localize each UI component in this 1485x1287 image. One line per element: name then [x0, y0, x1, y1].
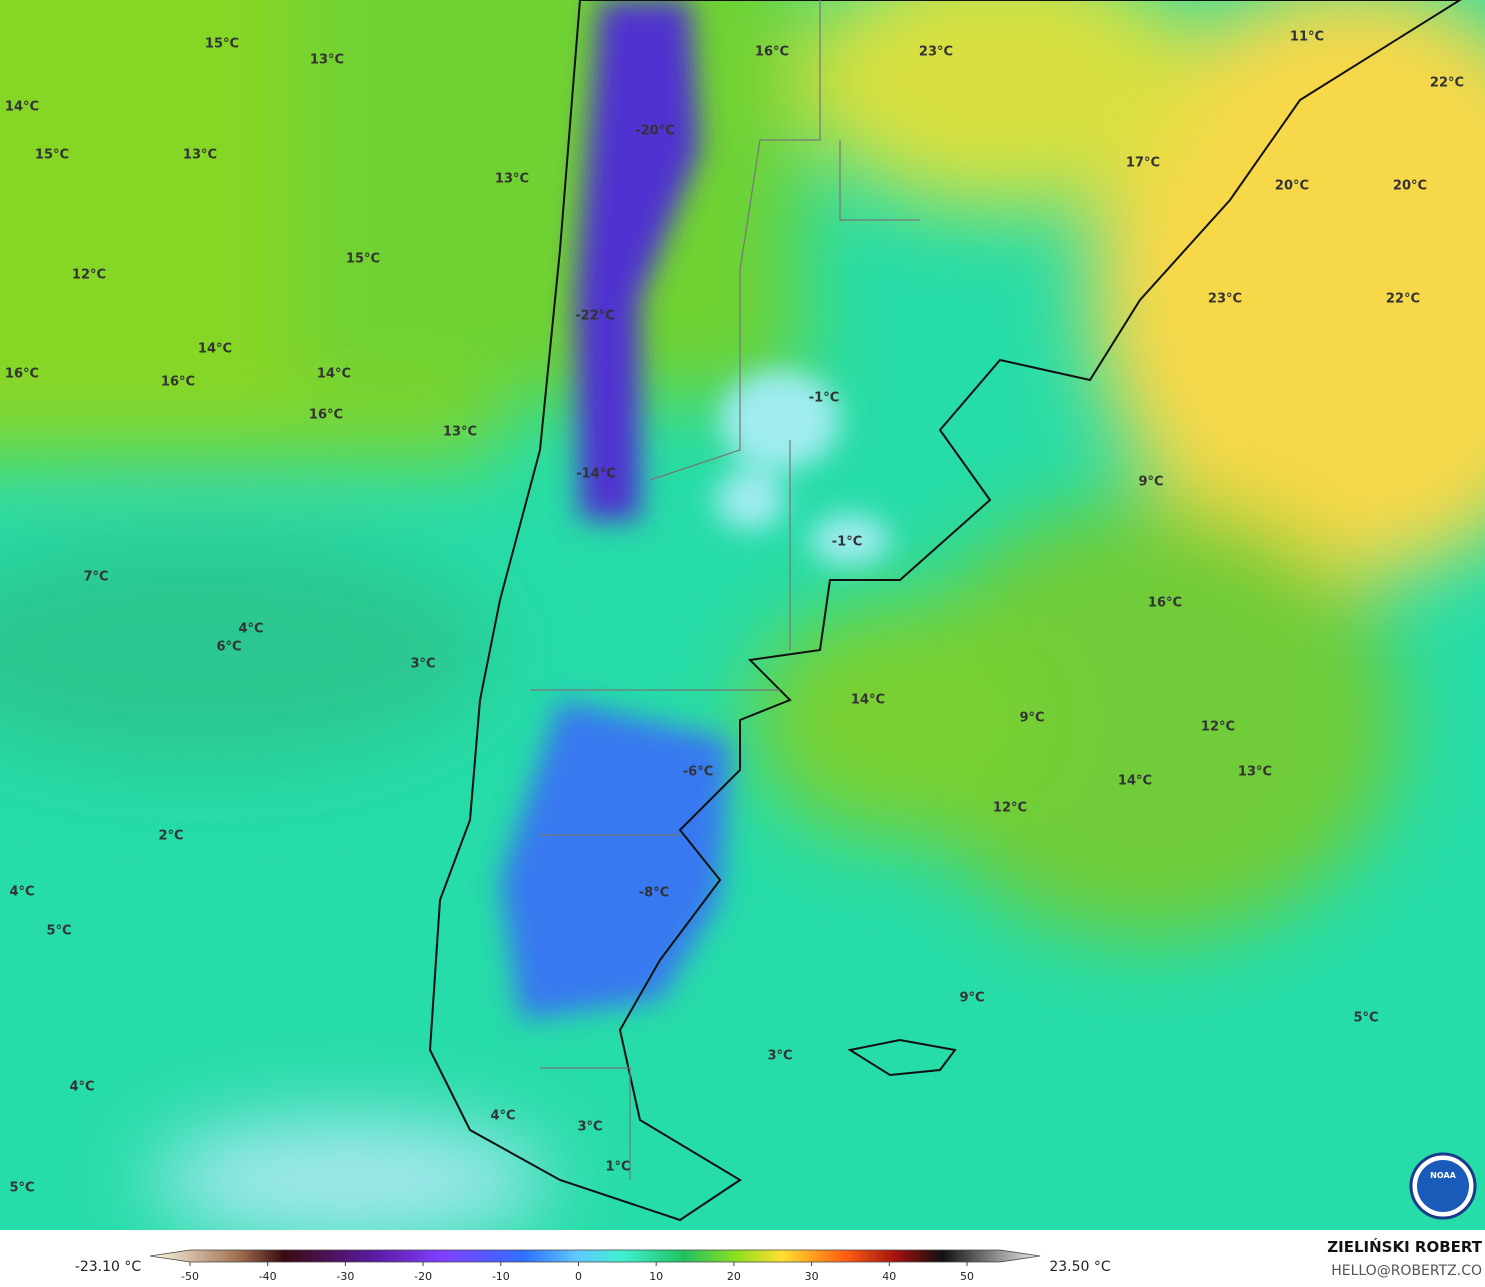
temperature-label: 13°C — [183, 148, 217, 163]
temperature-label: 6°C — [216, 640, 241, 655]
temperature-label: 9°C — [959, 991, 984, 1006]
temperature-label: 23°C — [1208, 292, 1242, 307]
temperature-label: 12°C — [993, 801, 1027, 816]
colorbar-tick-label: -50 — [181, 1270, 199, 1283]
temperature-label: 9°C — [1019, 711, 1044, 726]
temperature-label: -20°C — [635, 124, 675, 139]
temperature-label: 14°C — [851, 693, 885, 708]
temperature-label: 4°C — [69, 1080, 94, 1095]
colorbar-tick-label: -40 — [259, 1270, 277, 1283]
temperature-label: -22°C — [575, 309, 615, 324]
temperature-label: 3°C — [577, 1120, 602, 1135]
temperature-label: 14°C — [198, 342, 232, 357]
temperature-label: 15°C — [346, 252, 380, 267]
temperature-label: -14°C — [576, 467, 616, 482]
colorbar-tick-label: -10 — [492, 1270, 510, 1283]
colorbar-tick-label: 30 — [805, 1270, 819, 1283]
colorbar-tick-label: 50 — [960, 1270, 974, 1283]
temperature-label: 1°C — [605, 1160, 630, 1175]
temperature-label: 3°C — [410, 657, 435, 672]
logo-text: NOAA — [1430, 1171, 1456, 1180]
temperature-label: 22°C — [1386, 292, 1420, 307]
temperature-label: -8°C — [639, 886, 669, 901]
colorbar — [149, 1249, 1041, 1263]
temperature-label: 15°C — [35, 148, 69, 163]
temperature-label: 12°C — [1201, 720, 1235, 735]
temperature-label: 14°C — [317, 367, 351, 382]
temperature-label: 23°C — [919, 45, 953, 60]
temperature-label: 11°C — [1290, 30, 1324, 45]
temperature-label: 2°C — [158, 829, 183, 844]
temperature-label: 9°C — [1138, 475, 1163, 490]
temperature-label: -1°C — [832, 535, 862, 550]
credit-email: HELLO@ROBERTZ.CO — [1331, 1263, 1482, 1279]
temperature-label: 5°C — [1353, 1011, 1378, 1026]
temperature-label: 16°C — [161, 375, 195, 390]
temperature-label: 12°C — [72, 268, 106, 283]
colorbar-tick-label: 10 — [649, 1270, 663, 1283]
temperature-label: 16°C — [1148, 596, 1182, 611]
colorbar-tick-label: -20 — [414, 1270, 432, 1283]
temperature-label: 14°C — [5, 100, 39, 115]
colorbar-tick-label: 40 — [882, 1270, 896, 1283]
temperature-label: -1°C — [809, 391, 839, 406]
temperature-label: 5°C — [9, 1181, 34, 1196]
temperature-label: 7°C — [83, 570, 108, 585]
credit-name: ZIELIŃSKI ROBERT — [1327, 1237, 1482, 1256]
colorbar-min: -23.10 °C — [75, 1259, 142, 1275]
temperature-label: 13°C — [443, 425, 477, 440]
temperature-label: 4°C — [490, 1109, 515, 1124]
temperature-label: 20°C — [1275, 179, 1309, 194]
temperature-label: 20°C — [1393, 179, 1427, 194]
logo-inner — [1417, 1160, 1469, 1212]
temperature-label: 13°C — [495, 172, 529, 187]
temperature-label: 4°C — [238, 622, 263, 637]
temperature-label: 5°C — [46, 924, 71, 939]
colorbar-tick-label: -30 — [336, 1270, 354, 1283]
colorbar-tick-label: 20 — [727, 1270, 741, 1283]
colorbar-tick-label: 0 — [575, 1270, 582, 1283]
temperature-label: 17°C — [1126, 156, 1160, 171]
temperature-label: -6°C — [683, 765, 713, 780]
temperature-label: 13°C — [310, 53, 344, 68]
temperature-label: 13°C — [1238, 765, 1272, 780]
temperature-label: 3°C — [767, 1049, 792, 1064]
temperature-label: 22°C — [1430, 76, 1464, 91]
temperature-label: 15°C — [205, 37, 239, 52]
colorbar-max: 23.50 °C — [1049, 1259, 1111, 1275]
temperature-label: 4°C — [9, 885, 34, 900]
temperature-label: 16°C — [5, 367, 39, 382]
map — [0, 0, 1485, 1230]
temperature-label: 16°C — [755, 45, 789, 60]
temperature-label: 16°C — [309, 408, 343, 423]
temperature-label: 14°C — [1118, 774, 1152, 789]
